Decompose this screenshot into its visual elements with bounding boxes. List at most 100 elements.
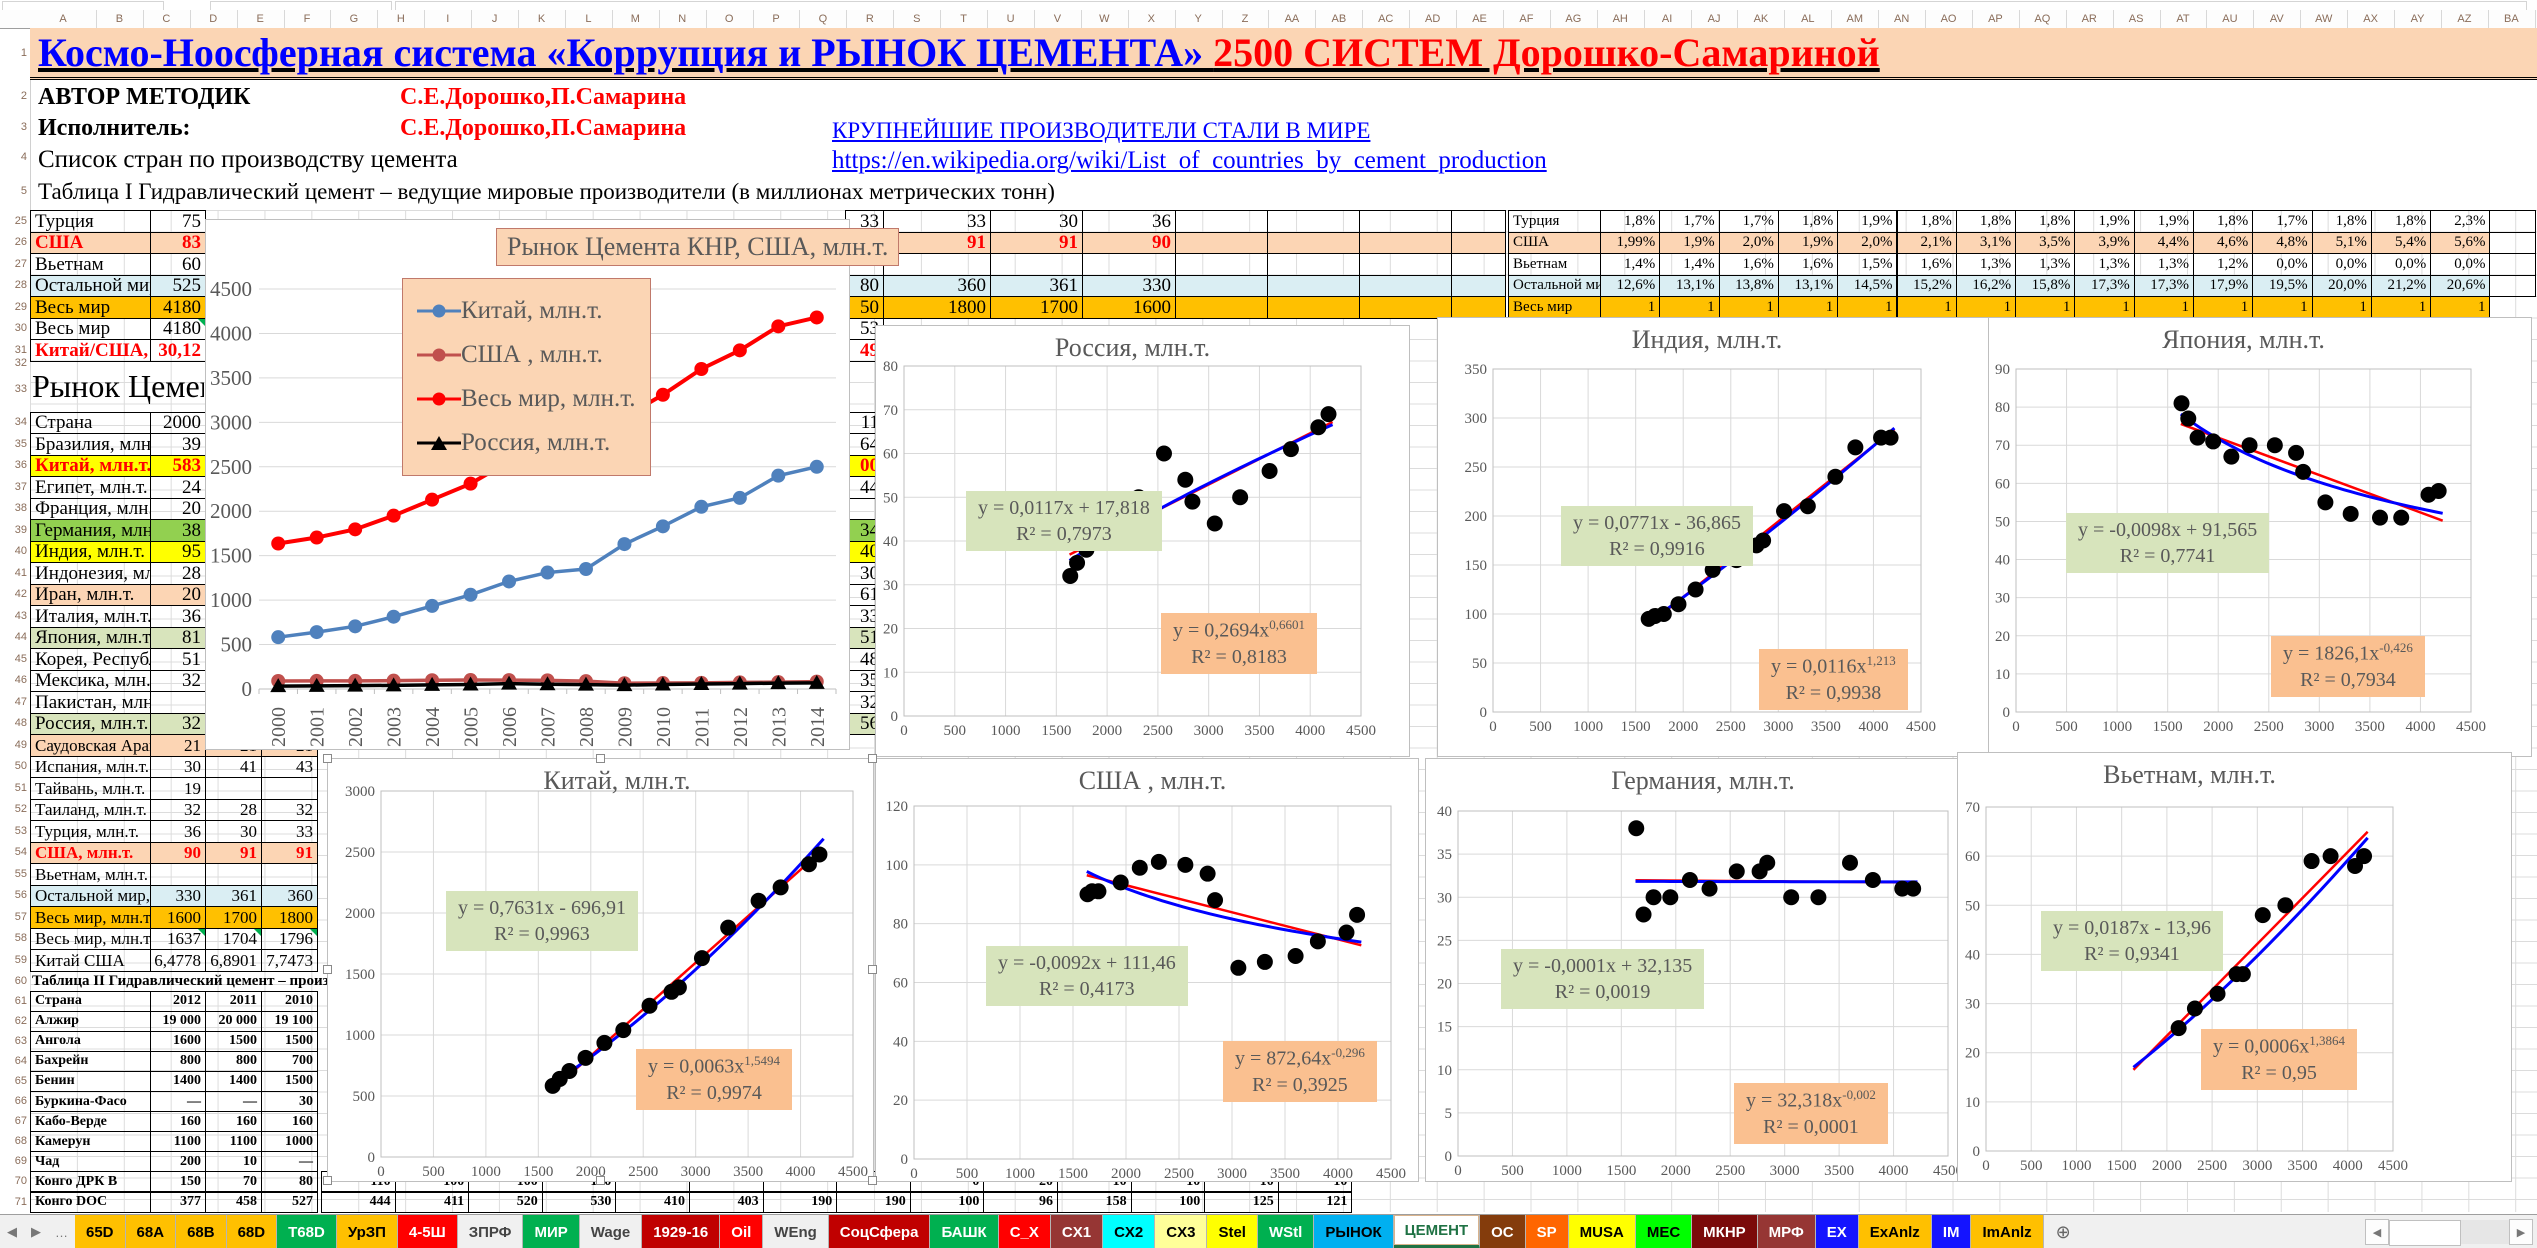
- author-label[interactable]: АВТОР МЕТОДИК: [38, 84, 251, 110]
- cell-mid[interactable]: 90: [1082, 231, 1176, 254]
- cell-pct[interactable]: 1,9%: [1659, 231, 1720, 254]
- row-header-40[interactable]: 40: [14, 545, 27, 558]
- column-header-AA[interactable]: AA: [1269, 10, 1317, 28]
- cell-value[interactable]: 30: [261, 1091, 318, 1113]
- cell-pct[interactable]: 17,3%: [2133, 274, 2194, 297]
- cell-mid-empty[interactable]: [1267, 274, 1360, 297]
- cell-value[interactable]: 458: [205, 1191, 262, 1213]
- cell-pct-label[interactable]: Остальной мир: [1508, 274, 1601, 297]
- cell-pct[interactable]: 1: [1600, 296, 1661, 319]
- table1-caption[interactable]: Таблица I Гидравлический цемент – ведущи…: [38, 179, 1055, 204]
- cell-mid[interactable]: 1600: [1082, 296, 1176, 319]
- cell-country[interactable]: Бенин: [30, 1070, 151, 1092]
- cell-ext[interactable]: 530: [541, 1191, 617, 1213]
- cell-ext[interactable]: 121: [1277, 1191, 1353, 1213]
- cell-value[interactable]: 800: [205, 1050, 262, 1072]
- cell-value[interactable]: 10: [205, 1151, 262, 1173]
- column-header-Y[interactable]: Y: [1175, 10, 1223, 28]
- selection-handle[interactable]: [323, 965, 332, 974]
- chart-india[interactable]: 0 500 1000 1500 2000 2500 3000 3500 4000 4500 0 50 1…: [1437, 317, 1990, 757]
- cell-country[interactable]: США, млн.т.: [30, 841, 151, 864]
- selection-handle[interactable]: [868, 754, 877, 763]
- table2-caption[interactable]: Таблица II Гидравлический цемент – произ…: [32, 973, 362, 989]
- row-header-50[interactable]: 50: [14, 760, 27, 773]
- row-header-32[interactable]: 32: [14, 357, 27, 369]
- sheet-tab-SP[interactable]: SP: [1525, 1215, 1569, 1248]
- cell-value[interactable]: 2011: [205, 990, 262, 1012]
- row-header-27[interactable]: 27: [14, 257, 27, 270]
- cell-value[interactable]: 1500: [261, 1070, 318, 1092]
- cell-pct[interactable]: 1: [1837, 296, 1898, 319]
- cell-pct[interactable]: 1,7%: [1718, 210, 1779, 233]
- cell-country[interactable]: Ангола: [30, 1030, 151, 1052]
- row-header-48[interactable]: 48: [14, 717, 27, 730]
- column-header-B[interactable]: B: [96, 10, 144, 28]
- column-header-AR[interactable]: AR: [2066, 10, 2114, 28]
- cell-value[interactable]: 36: [150, 820, 206, 843]
- sheet-tab-Stel[interactable]: Stel: [1207, 1215, 1258, 1248]
- column-header-V[interactable]: V: [1034, 10, 1082, 28]
- cell-value[interactable]: [205, 863, 262, 886]
- cell-value[interactable]: 160: [150, 1111, 206, 1133]
- sheet-tab-Oil[interactable]: Oil: [720, 1215, 764, 1248]
- cell-value[interactable]: 1400: [205, 1070, 262, 1092]
- column-header-X[interactable]: X: [1128, 10, 1176, 28]
- cell-mid[interactable]: 36: [1082, 210, 1176, 233]
- cell-mid[interactable]: 1800: [883, 296, 991, 319]
- cell-pct[interactable]: 1,99%: [1600, 231, 1661, 254]
- cell-value[interactable]: 6,8901: [205, 949, 262, 972]
- cell-country[interactable]: Конго DOC: [30, 1191, 151, 1213]
- row-header-47[interactable]: 47: [14, 695, 27, 708]
- sheet-tab-МКНР[interactable]: МКНР: [1692, 1215, 1758, 1248]
- row-header-29[interactable]: 29: [14, 300, 27, 313]
- row-header-4[interactable]: 4: [20, 151, 27, 163]
- sheet-tab-БАШК[interactable]: БАШК: [930, 1215, 999, 1248]
- sheet-tab-C_X[interactable]: C_X: [998, 1215, 1051, 1248]
- cell-country[interactable]: Бахрейн: [30, 1050, 151, 1072]
- cell-pct[interactable]: 1: [2015, 296, 2076, 319]
- cell-pct[interactable]: 2,1%: [1896, 231, 1957, 254]
- cell-value[interactable]: 1400: [150, 1070, 206, 1092]
- column-header-AQ[interactable]: AQ: [2019, 10, 2067, 28]
- page-title[interactable]: Космо-Ноосферная система «Коррупция и РЫ…: [38, 28, 1880, 76]
- cell-country[interactable]: Германия, млн.т.: [30, 519, 151, 542]
- cell-country[interactable]: Турция, млн.т.: [30, 820, 151, 843]
- cell-value[interactable]: 30: [150, 755, 206, 778]
- cell-pct[interactable]: 16,2%: [1955, 274, 2017, 297]
- cell-value[interactable]: 80: [261, 1171, 318, 1193]
- cell-country[interactable]: США: [30, 231, 151, 254]
- cell-pct[interactable]: 5,6%: [2430, 231, 2491, 254]
- cell-pct[interactable]: 4,8%: [2252, 231, 2313, 254]
- cell-pct[interactable]: 0,0%: [2370, 253, 2432, 276]
- sheet-tab-WStl[interactable]: WStl: [1257, 1215, 1315, 1248]
- row-header-69[interactable]: 69: [14, 1155, 27, 1168]
- cell-value[interactable]: 6,4778: [150, 949, 206, 972]
- row-header-42[interactable]: 42: [14, 588, 27, 601]
- column-header-AC[interactable]: AC: [1362, 10, 1411, 28]
- cell-value[interactable]: 32: [150, 798, 206, 821]
- column-header-E[interactable]: E: [237, 10, 285, 28]
- cell-mid-empty[interactable]: [1451, 210, 1506, 233]
- row-header-43[interactable]: 43: [14, 609, 27, 622]
- sheet-tab-ОС[interactable]: ОС: [1480, 1215, 1526, 1248]
- cell-pct[interactable]: 1,3%: [2015, 253, 2076, 276]
- cell-ext[interactable]: 190: [836, 1191, 911, 1213]
- sheet-tab-MEC[interactable]: MEC: [1635, 1215, 1693, 1248]
- row-header-1[interactable]: 1: [20, 46, 27, 59]
- cell-pct[interactable]: 13,8%: [1718, 274, 1779, 297]
- cell-pct[interactable]: 2,0%: [1837, 231, 1898, 254]
- sheet-tab-МИР[interactable]: МИР: [523, 1215, 580, 1248]
- tabs-more[interactable]: …: [55, 1224, 68, 1240]
- cell-value[interactable]: 32: [150, 712, 206, 735]
- cell-country[interactable]: Китай США: [30, 949, 151, 972]
- column-header-AN[interactable]: AN: [1878, 10, 1927, 28]
- market-caption[interactable]: Рынок Цемента: [32, 368, 204, 404]
- cell-value[interactable]: [205, 777, 262, 800]
- row-header-61[interactable]: 61: [14, 994, 27, 1007]
- row-header-49[interactable]: 49: [14, 738, 27, 751]
- sheet-tab-ImAnlz[interactable]: ImAnlz: [1971, 1215, 2044, 1248]
- cell-pct[interactable]: 1: [1718, 296, 1779, 319]
- cell-value[interactable]: 75: [150, 210, 206, 233]
- cell-value[interactable]: 1100: [150, 1131, 206, 1153]
- cell-pct[interactable]: 0,0%: [2252, 253, 2313, 276]
